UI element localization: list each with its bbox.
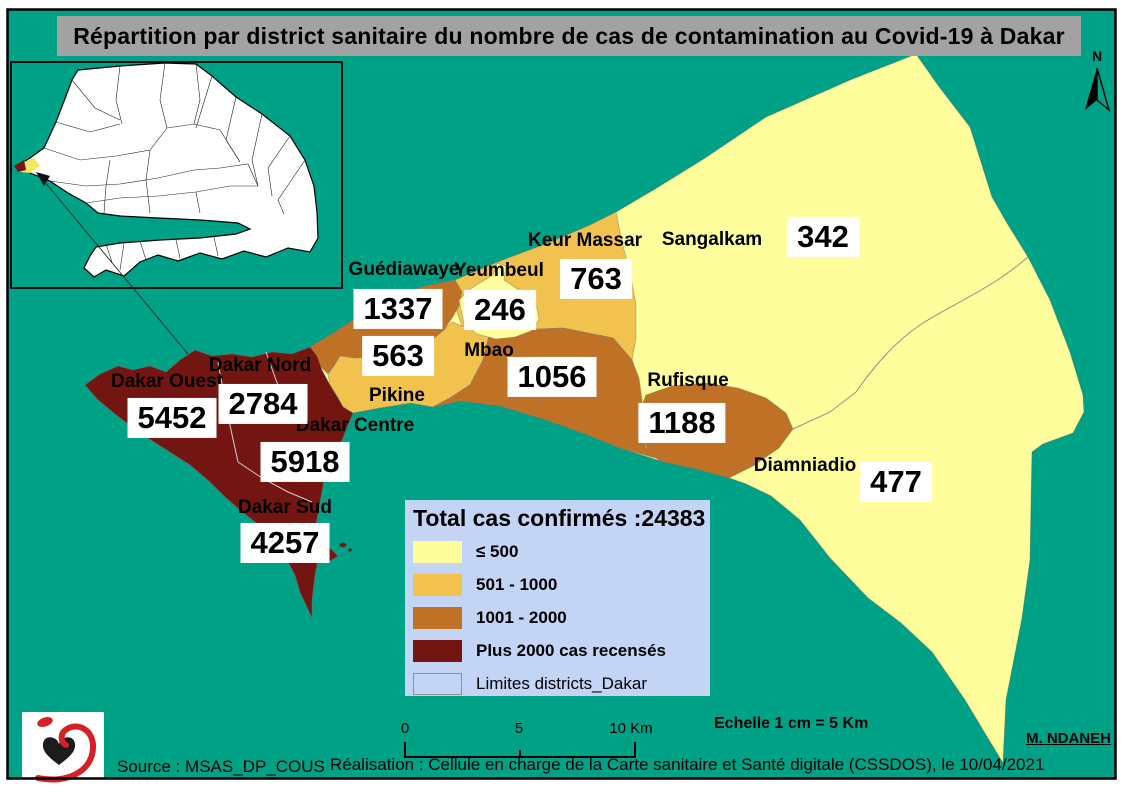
legend-label: 1001 - 2000 xyxy=(476,607,567,627)
district-value-mbao: 1056 xyxy=(507,356,597,398)
district-label-dakar-centre: Dakar Centre xyxy=(295,415,415,436)
island-dot xyxy=(348,548,352,552)
legend-swatch-under-500 xyxy=(413,540,462,563)
district-value-keur-massar: 763 xyxy=(560,258,632,300)
scale-tick-10: 10 Km xyxy=(609,720,653,737)
source-credit: Source : MSAS_DP_COUS xyxy=(117,757,325,776)
district-label-sangalkam: Sangalkam xyxy=(661,229,763,250)
logo-serpent-head xyxy=(37,717,53,727)
district-value-dakar-sud: 4257 xyxy=(240,522,330,564)
north-arrow-label: N xyxy=(1091,48,1103,64)
north-arrow-icon xyxy=(1085,67,1111,112)
inset-district-mesh xyxy=(43,62,306,271)
district-label-dakar-nord: Dakar Nord xyxy=(208,355,312,376)
legend-label: Limites districts_Dakar xyxy=(476,673,647,693)
district-label-pikine: Pikine xyxy=(369,385,425,406)
scale-tick-0: 0 xyxy=(400,720,410,737)
legend-row: Plus 2000 cas recensés xyxy=(405,634,710,667)
district-value-sangalkam: 342 xyxy=(787,216,859,258)
logo-serpent xyxy=(35,723,96,783)
inset-dakar-highlight-tip xyxy=(14,160,26,172)
legend-label: Plus 2000 cas recensés xyxy=(476,640,666,660)
district-value-yeumbeul: 246 xyxy=(464,289,536,331)
legend-row: Limites districts_Dakar xyxy=(405,667,710,700)
legend-title: Total cas confirmés :24383 xyxy=(413,505,706,531)
legend-swatch-501-1000 xyxy=(413,573,462,596)
inset-map-senegal xyxy=(10,61,343,355)
district-value-rufisque: 1188 xyxy=(638,402,726,444)
legend-label: 501 - 1000 xyxy=(476,574,558,594)
district-label-rufisque: Rufisque xyxy=(647,370,729,391)
legend-label: ≤ 500 xyxy=(476,541,519,561)
district-label-dakar-ouest: Dakar Ouest xyxy=(111,371,223,392)
legend-swatch-plus-2000 xyxy=(413,639,462,662)
district-value-pikine: 563 xyxy=(362,335,434,377)
district-label-keur-massar: Keur Massar xyxy=(527,230,643,251)
district-value-diamniadio: 477 xyxy=(860,461,932,503)
legend: Total cas confirmés :24383 ≤ 500 501 - 1… xyxy=(405,500,710,696)
district-value-dakar-centre: 5918 xyxy=(260,441,350,483)
page-frame xyxy=(6,8,1117,780)
sangalkam-diamniadio-boundary xyxy=(792,256,1029,430)
inset-connector-line xyxy=(43,180,189,355)
legend-swatch-1001-2000 xyxy=(413,606,462,629)
island-dot xyxy=(339,542,347,548)
map-title: Répartition par district sanitaire du no… xyxy=(57,16,1081,56)
legend-swatch-district-limits xyxy=(413,672,462,695)
district-label-yeumbeul: Yeumbeul xyxy=(454,260,544,281)
district-label-guediawaye: Guédiawaye xyxy=(348,259,460,280)
scale-bar xyxy=(404,742,636,758)
author-credit: M. NDANEH xyxy=(1026,730,1111,747)
district-value-guediawaye: 1337 xyxy=(353,288,443,330)
scale-note: Echelle 1 cm = 5 Km xyxy=(714,715,869,732)
legend-row: 1001 - 2000 xyxy=(405,601,710,634)
inset-pointer-arrowhead xyxy=(36,172,50,186)
realisation-credit: Réalisation : Cellule en charge de la Ca… xyxy=(330,755,1045,774)
district-label-diamniadio: Diamniadio xyxy=(753,455,857,476)
legend-row: ≤ 500 xyxy=(405,535,710,568)
scale-tick-5: 5 xyxy=(514,720,524,737)
health-ministry-logo xyxy=(22,712,104,786)
legend-row: 501 - 1000 xyxy=(405,568,710,601)
district-value-dakar-nord: 2784 xyxy=(218,383,308,425)
district-label-dakar-sud: Dakar Sud xyxy=(238,497,332,518)
district-value-dakar-ouest: 5452 xyxy=(127,397,217,439)
district-label-mbao: Mbao xyxy=(464,340,514,361)
